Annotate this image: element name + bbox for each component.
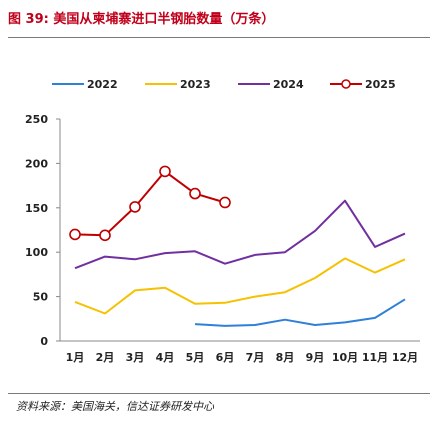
- series-line-2025: [74, 170, 226, 237]
- x-tick-label: 4月: [156, 351, 175, 364]
- data-point-2025: [189, 187, 201, 200]
- source-note: 资料来源：美国海关，信达证券研发中心: [16, 400, 214, 413]
- data-point-2025: [69, 228, 81, 241]
- x-tick-label: 9月: [306, 351, 325, 364]
- series-line-2023: [74, 257, 406, 315]
- legend-label-2022: 2022: [87, 78, 118, 91]
- series-line-2024: [74, 199, 406, 270]
- axes: 0 50 100 150 200 250 1月 2月 3月 4月 5月 6月 7月 8月 9月 10月 11月 1…: [25, 113, 420, 364]
- legend-label-2025: 2025: [365, 78, 396, 91]
- y-tick-label: 200: [25, 157, 48, 170]
- x-tick-label: 3月: [126, 351, 145, 364]
- x-tick-label: 11月: [362, 351, 388, 364]
- y-tick-label: 0: [40, 335, 48, 348]
- y-tick-label: 100: [25, 246, 48, 259]
- legend-label-2024: 2024: [273, 78, 304, 91]
- x-tick-label: 1月: [66, 351, 85, 364]
- series-line-2022: [194, 298, 406, 327]
- legend-label-2023: 2023: [180, 78, 211, 91]
- source-rule: [8, 393, 430, 394]
- title-rule: [8, 37, 430, 38]
- plot-area: [69, 165, 406, 327]
- x-tick-label: 2月: [96, 351, 115, 364]
- data-point-2025: [129, 201, 141, 213]
- data-point-2025: [219, 196, 231, 209]
- y-tick-label: 250: [25, 113, 48, 126]
- x-tick-label: 8月: [276, 351, 295, 364]
- data-point-2025: [99, 229, 111, 242]
- x-tick-label: 12月: [392, 351, 418, 364]
- legend: 2022 2023 2024 2025: [52, 78, 396, 91]
- y-tick-label: 150: [25, 202, 48, 215]
- data-point-2025: [159, 165, 171, 178]
- figure-title: 图 39: 美国从柬埔寨进口半钢胎数量（万条）: [8, 12, 275, 27]
- x-tick-label: 6月: [216, 351, 235, 364]
- y-tick-label: 50: [33, 291, 49, 304]
- x-tick-label: 7月: [246, 351, 265, 364]
- x-tick-label: 10月: [332, 351, 358, 364]
- line-chart: 2022 2023 2024 2025 0 50 100 150 200 250 1月 2月 3月 4月…: [25, 78, 420, 364]
- x-tick-label: 5月: [186, 351, 205, 364]
- legend-marker-2025: [341, 79, 351, 89]
